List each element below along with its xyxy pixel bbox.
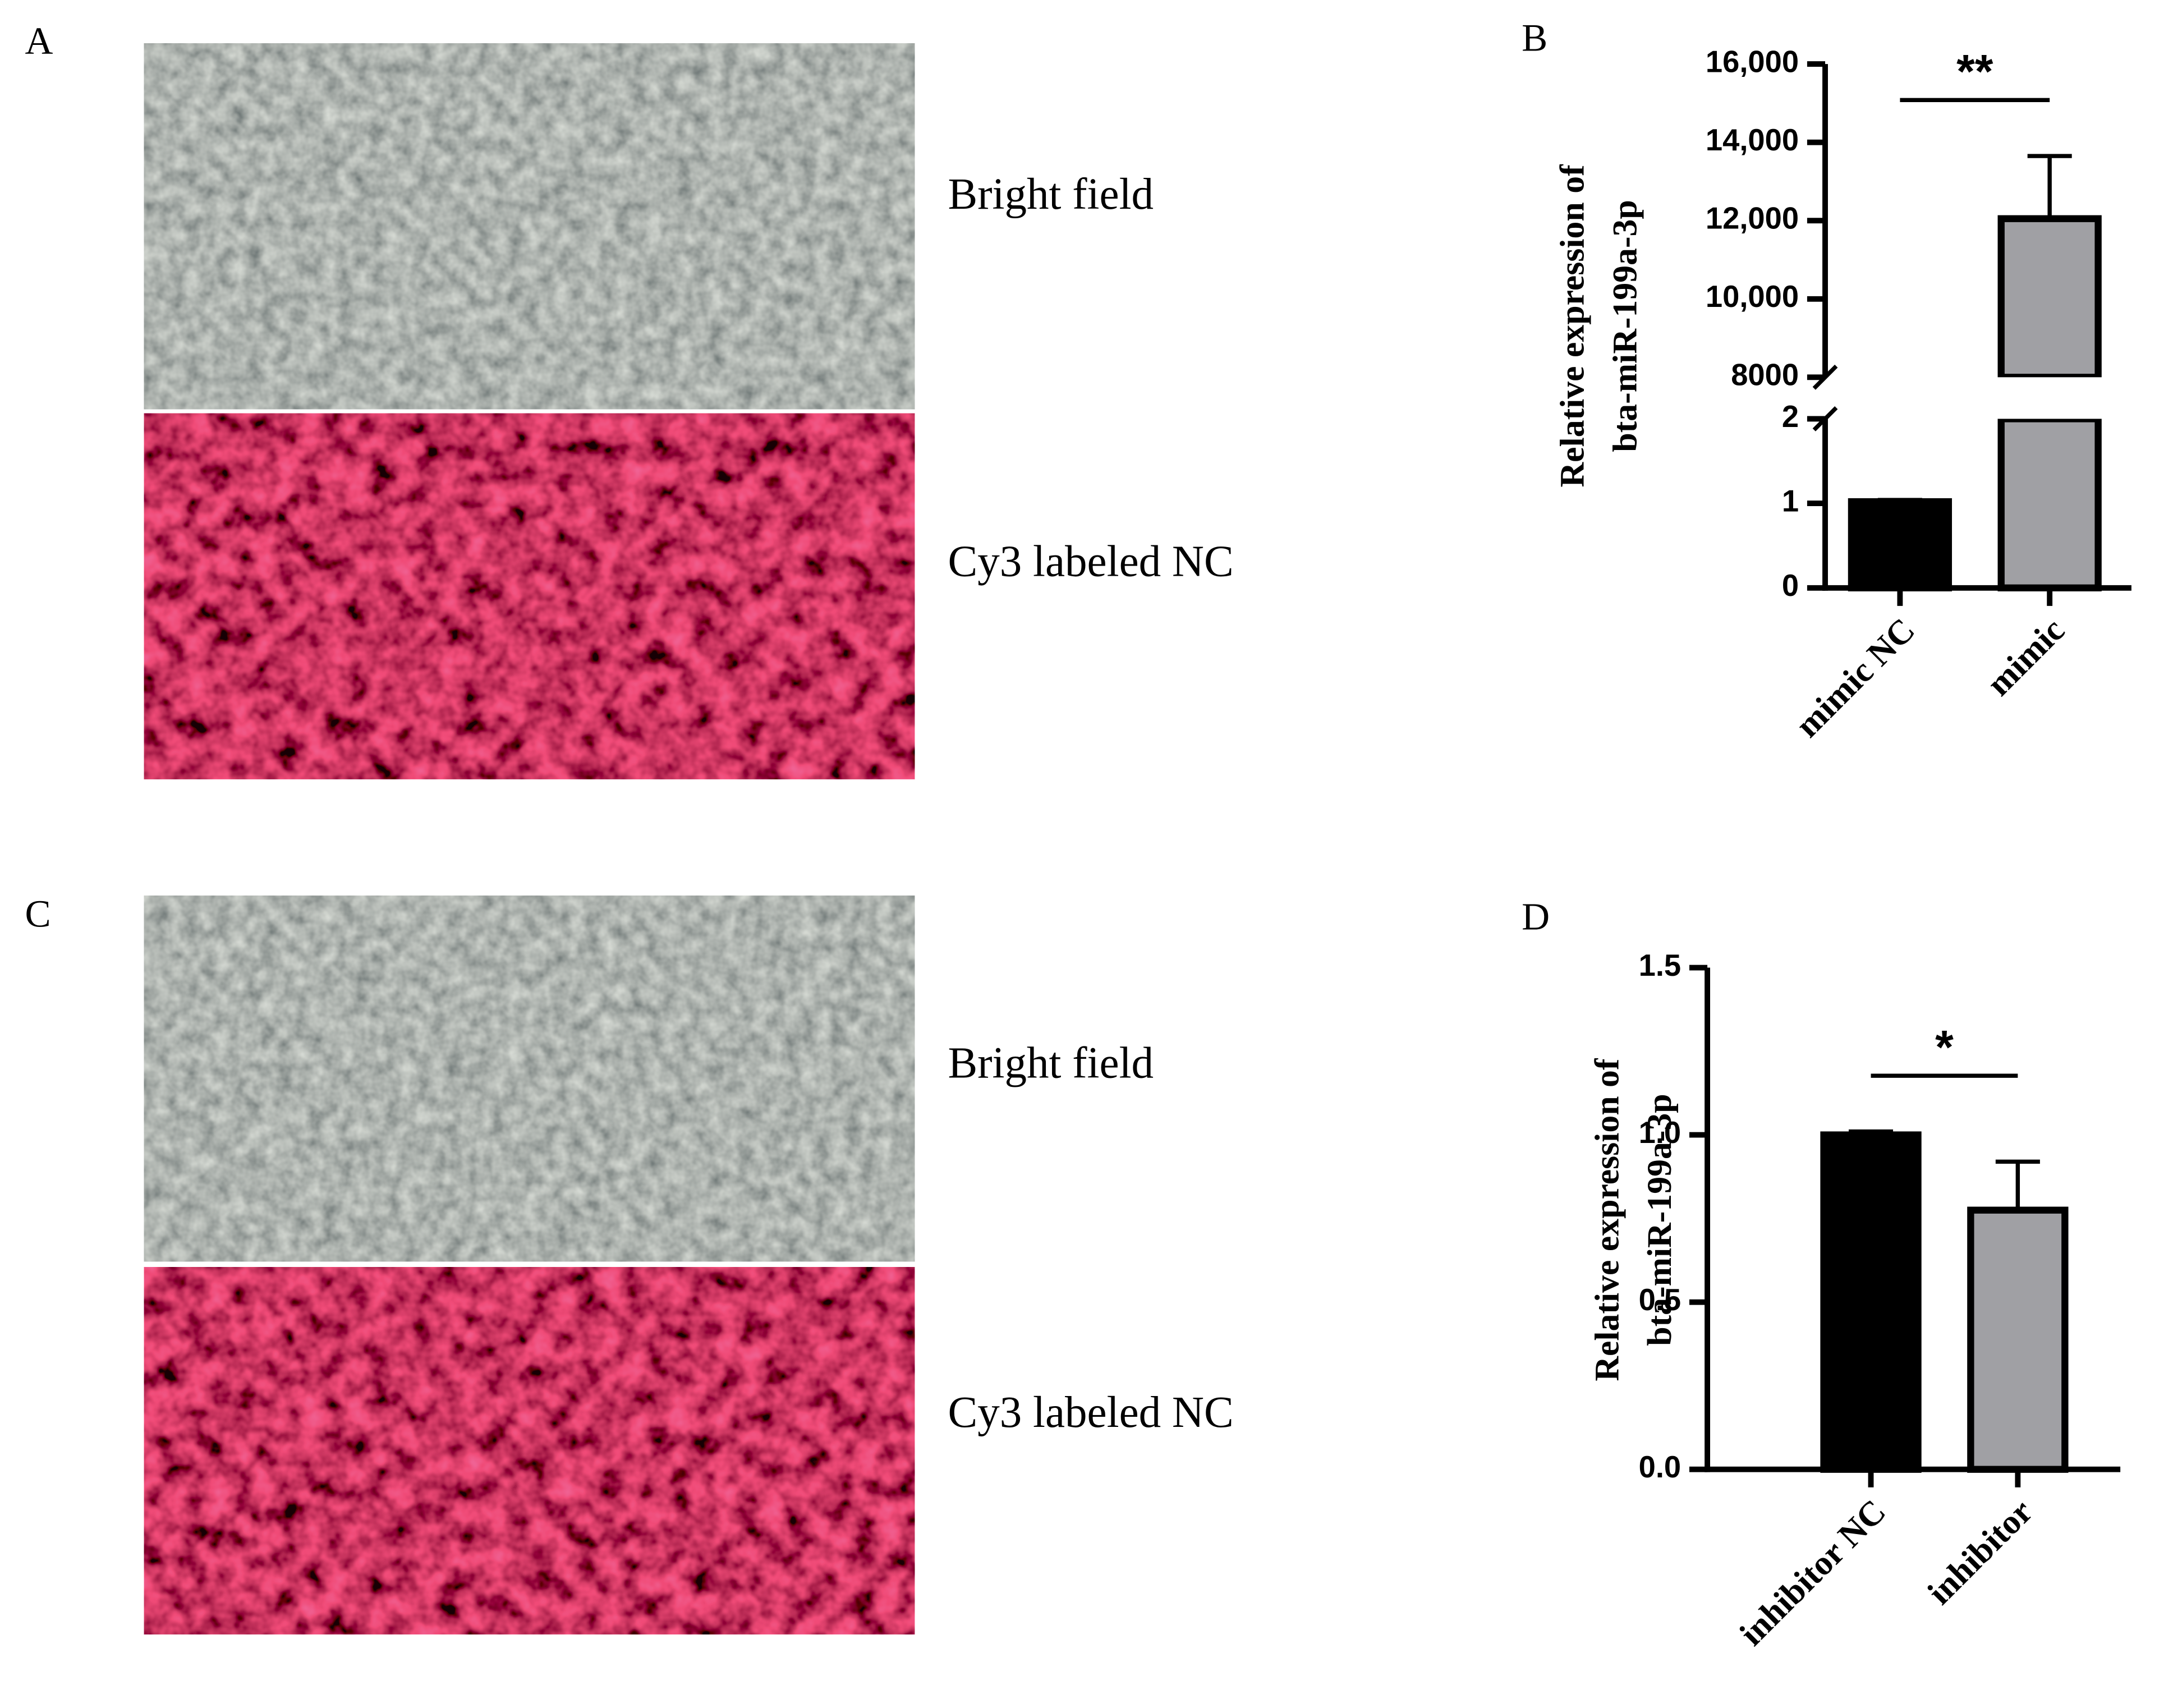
significance-label: **: [1956, 45, 1993, 98]
y-tick-label: 14,000: [1706, 123, 1799, 157]
panel-label: A: [25, 19, 53, 62]
y-axis-label: bta-miR-199a-3p: [1606, 200, 1644, 452]
y-tick-label: 1: [1782, 484, 1799, 518]
y-axis-label: Relative expression of: [1554, 164, 1592, 488]
panel-label: D: [1522, 894, 1550, 938]
bar: [1997, 215, 2102, 381]
bright-field-texture: [144, 896, 915, 1262]
image-caption: Cy3 labeled NC: [948, 537, 1233, 586]
fluorescence-texture: [144, 413, 915, 779]
y-tick-label: 1.0: [1639, 1115, 1682, 1150]
y-tick-label: 12,000: [1706, 201, 1799, 236]
y-tick-label: 16,000: [1706, 44, 1799, 79]
y-tick-label: 8000: [1731, 358, 1799, 392]
bar: [1820, 1131, 1922, 1473]
x-tick-label: mimic: [1979, 611, 2071, 703]
panel-label: C: [25, 892, 50, 935]
image-caption: Bright field: [948, 170, 1154, 219]
y-tick-label: 10,000: [1706, 279, 1799, 314]
significance-label: *: [1935, 1021, 1954, 1073]
y-tick-label: 1.5: [1639, 948, 1682, 982]
bar: [1967, 1206, 2069, 1473]
y-tick-label: 0.5: [1639, 1283, 1682, 1317]
y-axis-label: bta-miR-199a-3p: [1641, 1094, 1679, 1346]
y-tick-label: 0.0: [1639, 1450, 1682, 1484]
panel-label: B: [1522, 16, 1547, 59]
fluorescence-texture: [144, 1267, 915, 1634]
x-tick-label: mimic NC: [1789, 611, 1922, 745]
y-tick-label: 0: [1782, 568, 1799, 603]
y-tick-label: 2: [1782, 400, 1799, 434]
x-tick-label: inhibitor: [1921, 1493, 2040, 1612]
x-tick-label: inhibitor NC: [1733, 1493, 1893, 1653]
bar: [1997, 415, 2102, 591]
bar: [1848, 498, 1953, 591]
image-caption: Bright field: [948, 1039, 1154, 1088]
image-caption: Cy3 labeled NC: [948, 1388, 1233, 1437]
bar-break-gap: [1995, 377, 2104, 419]
y-axis-label: Relative expression of: [1588, 1058, 1626, 1381]
bright-field-texture: [144, 43, 915, 410]
